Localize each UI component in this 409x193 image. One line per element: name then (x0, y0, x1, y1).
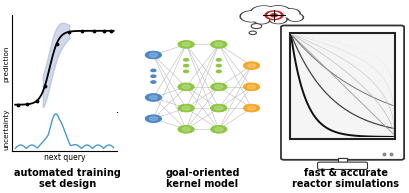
Circle shape (216, 64, 221, 67)
Circle shape (271, 16, 285, 23)
Circle shape (243, 62, 260, 69)
Circle shape (182, 85, 190, 89)
Circle shape (267, 7, 289, 17)
Text: fast & accurate
reactor simulations: fast & accurate reactor simulations (292, 168, 399, 189)
Circle shape (184, 59, 189, 61)
Circle shape (216, 70, 221, 73)
Bar (337, 158, 347, 164)
Circle shape (215, 85, 223, 89)
Circle shape (184, 70, 189, 73)
Circle shape (149, 96, 157, 99)
X-axis label: next query: next query (44, 153, 85, 162)
Circle shape (243, 83, 260, 91)
Circle shape (184, 64, 189, 67)
Circle shape (149, 117, 157, 121)
Circle shape (145, 51, 162, 59)
Circle shape (251, 24, 262, 29)
Circle shape (149, 53, 157, 57)
Circle shape (182, 127, 190, 131)
Circle shape (240, 11, 263, 22)
Circle shape (281, 9, 300, 18)
Circle shape (211, 125, 227, 133)
Circle shape (211, 83, 227, 91)
Circle shape (211, 41, 227, 48)
Bar (290, 33, 395, 139)
Circle shape (242, 12, 261, 21)
Circle shape (251, 6, 277, 18)
Y-axis label: uncertainty: uncertainty (4, 108, 9, 150)
Circle shape (145, 94, 162, 101)
Text: automated training
set design: automated training set design (14, 168, 121, 189)
Circle shape (255, 17, 268, 23)
Circle shape (265, 11, 283, 19)
Circle shape (151, 69, 156, 72)
Circle shape (247, 64, 256, 68)
Circle shape (178, 104, 194, 112)
Circle shape (216, 59, 221, 61)
Circle shape (215, 106, 223, 110)
FancyBboxPatch shape (317, 162, 367, 169)
Circle shape (266, 6, 290, 17)
Circle shape (178, 125, 194, 133)
Circle shape (178, 83, 194, 91)
Circle shape (247, 85, 256, 89)
Circle shape (254, 16, 270, 24)
FancyBboxPatch shape (281, 25, 404, 160)
Circle shape (268, 12, 280, 18)
Circle shape (269, 15, 287, 24)
Circle shape (289, 14, 302, 20)
Circle shape (151, 81, 156, 83)
Circle shape (249, 31, 256, 35)
Circle shape (211, 104, 227, 112)
Circle shape (247, 106, 256, 110)
Circle shape (215, 127, 223, 131)
Circle shape (178, 41, 194, 48)
Circle shape (271, 14, 277, 17)
Y-axis label: prediction: prediction (4, 46, 9, 82)
Circle shape (215, 42, 223, 46)
Circle shape (145, 115, 162, 123)
Circle shape (252, 7, 275, 18)
Circle shape (282, 10, 299, 17)
Circle shape (151, 75, 156, 77)
Circle shape (243, 104, 260, 112)
Circle shape (287, 14, 303, 21)
Circle shape (182, 106, 190, 110)
Text: goal-oriented
kernel model: goal-oriented kernel model (165, 168, 240, 189)
Circle shape (182, 42, 190, 46)
